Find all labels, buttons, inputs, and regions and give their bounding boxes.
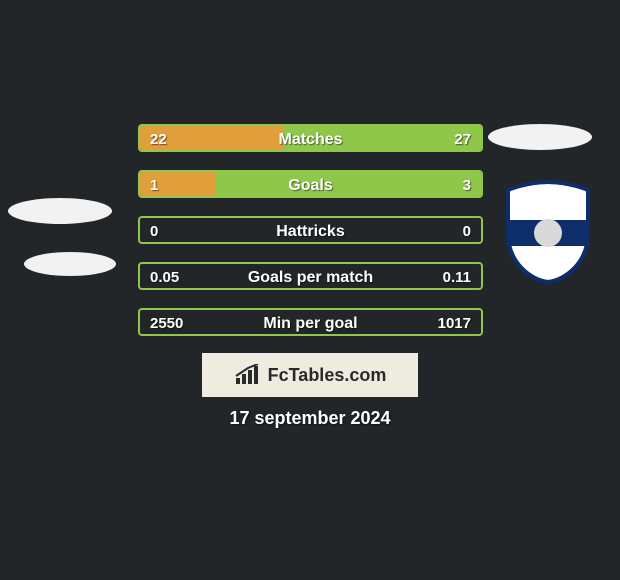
stat-row: 00Hattricks: [138, 216, 483, 244]
stat-label: Goals per match: [140, 264, 481, 290]
brand-watermark: FcTables.com: [202, 353, 418, 397]
chart-icon: [234, 364, 262, 386]
player-right-avatar-oval: [488, 124, 592, 150]
stat-label: Min per goal: [140, 310, 481, 336]
stat-row: 25501017Min per goal: [138, 308, 483, 336]
club-crest: [498, 180, 598, 284]
date-text: 17 september 2024: [0, 408, 620, 429]
brand-text: FcTables.com: [268, 365, 387, 386]
stat-row: 2227Matches: [138, 124, 483, 152]
avatar-oval: [8, 198, 112, 224]
stat-row: 0.050.11Goals per match: [138, 262, 483, 290]
stat-label: Goals: [140, 172, 481, 198]
stat-label: Hattricks: [140, 218, 481, 244]
avatar-oval: [24, 252, 116, 276]
stats-table: 2227Matches 13Goals 00Hattricks 0.050.11Goa…: [138, 124, 483, 354]
shield-icon: [498, 180, 598, 284]
stat-row: 13Goals: [138, 170, 483, 198]
stat-label: Matches: [140, 126, 481, 152]
